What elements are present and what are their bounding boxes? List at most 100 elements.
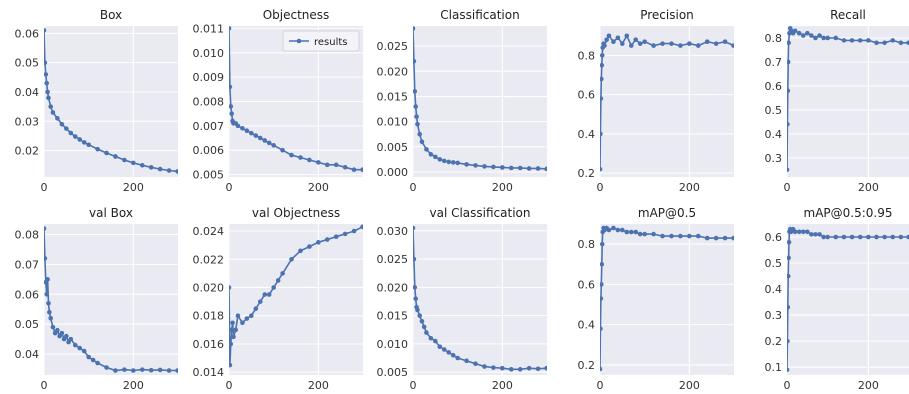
data-point bbox=[139, 367, 145, 372]
y-tick-label: 0.4 bbox=[578, 128, 596, 141]
data-point bbox=[611, 39, 616, 44]
data-point bbox=[544, 365, 547, 371]
y-tick-label: 0.010 bbox=[193, 47, 225, 60]
data-point bbox=[175, 368, 178, 373]
data-point bbox=[450, 160, 456, 165]
x-tick-label: 200 bbox=[858, 379, 879, 392]
data-point bbox=[413, 58, 417, 64]
data-point bbox=[906, 40, 909, 46]
data-point bbox=[615, 35, 621, 41]
data-point bbox=[253, 133, 259, 138]
series-results bbox=[600, 33, 734, 172]
y-tick-label: 0.014 bbox=[193, 366, 225, 379]
data-point bbox=[289, 256, 294, 262]
y-tick-label: 0.009 bbox=[193, 71, 225, 84]
data-point bbox=[131, 160, 136, 166]
y-tick-label: 0.6 bbox=[578, 89, 596, 102]
data-point bbox=[464, 162, 469, 167]
data-point bbox=[660, 41, 665, 46]
data-point bbox=[809, 33, 814, 38]
data-point bbox=[44, 28, 47, 33]
data-point bbox=[600, 261, 605, 267]
data-point bbox=[687, 233, 692, 239]
data-point bbox=[600, 62, 605, 68]
x-tick-label: 0 bbox=[784, 181, 791, 194]
data-point bbox=[642, 231, 647, 237]
data-point bbox=[271, 143, 276, 148]
y-tick-label: 0.5 bbox=[765, 257, 783, 270]
y-tick-label: 0.6 bbox=[765, 231, 783, 244]
data-point bbox=[298, 155, 303, 160]
y-tick-label: 0.011 bbox=[193, 22, 225, 35]
plot-area bbox=[600, 26, 734, 177]
y-tick-label: 0.030 bbox=[377, 225, 409, 238]
data-point bbox=[417, 313, 423, 318]
data-point bbox=[428, 152, 434, 157]
data-point bbox=[446, 159, 452, 165]
data-point bbox=[473, 163, 478, 168]
data-point bbox=[508, 367, 514, 372]
data-point bbox=[441, 347, 447, 352]
data-point bbox=[437, 157, 443, 162]
data-point bbox=[651, 43, 656, 48]
data-point bbox=[624, 33, 630, 39]
data-point bbox=[874, 40, 879, 46]
data-point bbox=[446, 350, 452, 355]
data-point bbox=[229, 327, 234, 333]
data-point bbox=[316, 240, 321, 245]
data-point bbox=[44, 226, 47, 231]
data-point bbox=[500, 365, 505, 371]
data-point bbox=[415, 307, 420, 313]
data-point bbox=[139, 162, 145, 168]
data-point bbox=[787, 121, 790, 127]
plot-area bbox=[229, 224, 363, 375]
y-tick-label: 0.005 bbox=[193, 169, 225, 182]
y-tick-label: 0.1 bbox=[765, 361, 783, 374]
data-point bbox=[229, 26, 232, 31]
data-point bbox=[637, 41, 643, 46]
subplot: 0 200 0.014 0.016 0.018 0.020 0.022 0.024 val Ob… bbox=[193, 206, 363, 392]
data-point bbox=[324, 162, 330, 168]
x-tick-label: 200 bbox=[858, 181, 879, 194]
data-point bbox=[50, 110, 56, 115]
data-point bbox=[280, 271, 285, 276]
y-tick-label: 0.025 bbox=[377, 253, 409, 266]
data-point bbox=[351, 228, 357, 234]
data-point bbox=[787, 59, 791, 65]
data-point bbox=[148, 165, 154, 170]
subplot: 0 200 0.3 0.4 0.5 0.6 0.7 0.8 Recall bbox=[765, 8, 909, 194]
y-tick-label: 0.03 bbox=[15, 115, 40, 128]
y-tick-label: 0.2 bbox=[765, 335, 783, 348]
data-point bbox=[890, 38, 896, 43]
data-point bbox=[600, 326, 603, 331]
data-point bbox=[620, 41, 625, 46]
data-point bbox=[455, 355, 460, 361]
data-point bbox=[787, 305, 791, 310]
x-tick-label: 0 bbox=[226, 379, 233, 392]
data-point bbox=[809, 232, 814, 237]
series-results bbox=[229, 26, 363, 172]
y-tick-label: 0.05 bbox=[15, 318, 40, 331]
subplot-title: Box bbox=[100, 8, 122, 22]
data-point bbox=[805, 229, 810, 235]
data-point bbox=[249, 313, 254, 319]
x-tick-label: 200 bbox=[492, 181, 513, 194]
data-point bbox=[307, 244, 312, 249]
data-point bbox=[424, 147, 429, 152]
data-point bbox=[792, 229, 798, 235]
data-point bbox=[342, 231, 348, 237]
data-point bbox=[342, 164, 348, 170]
data-point bbox=[428, 335, 434, 341]
data-point bbox=[604, 37, 609, 43]
data-point bbox=[813, 232, 818, 237]
data-point bbox=[104, 150, 109, 156]
data-point bbox=[333, 162, 339, 168]
data-point bbox=[602, 43, 607, 48]
data-point bbox=[240, 125, 245, 131]
data-point bbox=[669, 41, 674, 46]
data-point bbox=[857, 38, 863, 43]
y-tick-label: 0.016 bbox=[193, 338, 225, 351]
data-point bbox=[433, 338, 438, 344]
data-point bbox=[413, 89, 418, 94]
data-point bbox=[882, 40, 887, 46]
